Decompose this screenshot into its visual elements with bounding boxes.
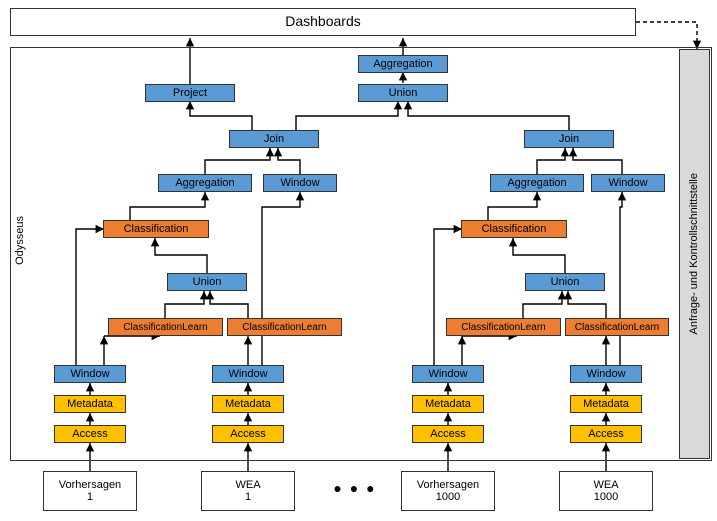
source-vorhersagen-1000: Vorhersagen 1000: [401, 471, 495, 511]
metadata-r1: Metadata: [412, 395, 484, 413]
access-l2: Access: [212, 425, 284, 443]
source-wea-1: WEA 1: [201, 471, 295, 511]
access-r2: Access: [570, 425, 642, 443]
union-l: Union: [167, 273, 247, 291]
clearn-l1: ClassificationLearn: [108, 318, 223, 336]
clearn-r2: ClassificationLearn: [565, 318, 669, 336]
window-bl1: Window: [54, 365, 126, 383]
union-top: Union: [358, 84, 448, 102]
join-right: Join: [524, 130, 614, 148]
clearn-l2: ClassificationLearn: [227, 318, 342, 336]
window-l: Window: [263, 174, 337, 192]
join-left: Join: [229, 130, 319, 148]
source-vorhersagen-1: Vorhersagen 1: [43, 471, 137, 511]
clearn-r1: ClassificationLearn: [446, 318, 561, 336]
aggregation-top: Aggregation: [358, 55, 448, 73]
classification-l: Classification: [103, 220, 209, 238]
window-br1: Window: [412, 365, 484, 383]
window-br2: Window: [570, 365, 642, 383]
aggregation-l: Aggregation: [158, 174, 252, 192]
metadata-r2: Metadata: [570, 395, 642, 413]
window-r: Window: [591, 174, 665, 192]
classification-r: Classification: [461, 220, 567, 238]
interface-panel: Anfrage- und Kontrollschnittstelle: [679, 49, 710, 459]
odysseus-label: Odysseus: [12, 180, 28, 300]
ellipsis-icon: ● ● ●: [330, 480, 380, 500]
metadata-l1: Metadata: [54, 395, 126, 413]
access-l1: Access: [54, 425, 126, 443]
aggregation-r: Aggregation: [490, 174, 584, 192]
metadata-l2: Metadata: [212, 395, 284, 413]
access-r1: Access: [412, 425, 484, 443]
window-bl2: Window: [212, 365, 284, 383]
union-r: Union: [525, 273, 605, 291]
source-wea-1000: WEA 1000: [559, 471, 653, 511]
dashboards-box: Dashboards: [10, 8, 636, 36]
project: Project: [145, 84, 235, 102]
